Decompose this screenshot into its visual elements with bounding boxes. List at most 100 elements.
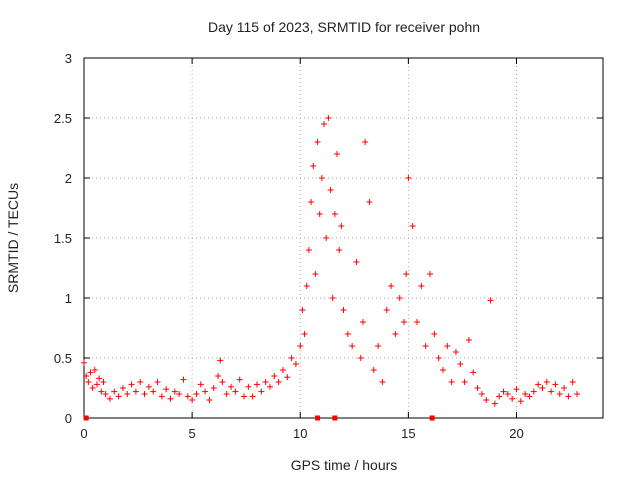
data-point — [111, 388, 118, 395]
y-tick-label: 2 — [65, 171, 72, 186]
data-point — [297, 343, 304, 349]
data-point — [106, 395, 113, 402]
data-point — [444, 343, 451, 349]
data-point — [197, 381, 204, 388]
data-point — [102, 391, 109, 397]
grid — [84, 58, 603, 418]
data-point — [308, 199, 315, 205]
data-point — [100, 379, 107, 385]
data-point — [279, 367, 286, 373]
data-point — [189, 397, 196, 403]
data-point — [349, 343, 356, 349]
data-point — [91, 367, 98, 373]
x-tick-label: 10 — [293, 426, 307, 441]
y-tick-label: 3 — [65, 51, 72, 66]
x-axis-label: GPS time / hours — [291, 457, 398, 473]
data-point — [569, 379, 576, 385]
data-point — [325, 115, 332, 121]
data-point — [396, 295, 403, 301]
data-point — [303, 283, 310, 289]
data-point — [439, 367, 446, 373]
data-point — [483, 397, 490, 403]
gap-marker — [332, 415, 338, 421]
y-tick-label: 0 — [65, 411, 72, 426]
data-point — [124, 391, 131, 397]
data-point — [487, 297, 494, 304]
data-point — [119, 385, 126, 391]
gap-marker — [429, 415, 435, 421]
data-point — [359, 319, 366, 325]
data-point — [334, 151, 341, 157]
data-point — [418, 283, 425, 289]
data-point — [435, 355, 442, 361]
data-point — [219, 379, 226, 385]
data-point — [158, 393, 165, 400]
data-point — [565, 393, 572, 400]
y-tick-label: 2.5 — [54, 111, 72, 126]
data-point — [530, 388, 537, 395]
data-point — [316, 211, 323, 217]
data-point — [137, 379, 144, 385]
data-point — [379, 379, 386, 385]
data-point — [275, 379, 282, 385]
data-point — [145, 383, 152, 390]
data-point — [254, 381, 260, 388]
data-point — [150, 388, 157, 395]
data-point — [85, 379, 92, 385]
data-point — [258, 388, 265, 395]
data-point — [375, 343, 382, 349]
data-point — [405, 175, 412, 181]
data-point — [223, 391, 230, 397]
data-point — [301, 331, 308, 337]
data-point — [340, 307, 347, 313]
data-point — [513, 386, 520, 393]
data-point — [431, 331, 438, 337]
chart-title: Day 115 of 2023, SRMTID for receiver poh… — [208, 19, 480, 35]
data-point — [539, 385, 546, 391]
data-point — [305, 247, 312, 253]
data-point — [271, 373, 278, 379]
data-point — [561, 385, 568, 391]
data-point — [461, 379, 468, 385]
data-point — [344, 331, 351, 337]
plot-border — [83, 57, 604, 419]
data-point — [474, 385, 481, 391]
axis-ticks: 0 5 10 15 20 0 0.5 1 1.5 2 2.5 3 — [54, 51, 603, 441]
data-point — [383, 307, 390, 313]
data-point — [249, 393, 256, 400]
data-point — [215, 373, 222, 379]
data-point — [93, 381, 100, 388]
data-point — [98, 388, 105, 395]
data-point — [241, 393, 248, 400]
data-point — [217, 357, 224, 364]
gap-marker — [315, 415, 321, 421]
data-point — [210, 385, 217, 391]
data-point — [83, 373, 90, 379]
data-point — [403, 271, 410, 277]
data-point — [491, 400, 498, 407]
data-point — [184, 393, 191, 400]
data-point — [478, 391, 485, 397]
data-point — [427, 271, 433, 277]
data-points — [81, 115, 581, 421]
data-point — [388, 283, 395, 289]
data-point — [318, 175, 325, 181]
data-point — [465, 337, 472, 343]
data-point — [392, 331, 399, 337]
data-point — [193, 391, 200, 397]
data-point — [504, 391, 511, 397]
x-tick-label: 20 — [509, 426, 523, 441]
data-point — [327, 187, 334, 193]
data-point — [180, 376, 187, 383]
data-point — [452, 349, 459, 355]
data-point — [414, 319, 421, 325]
x-tick-label: 5 — [189, 426, 196, 441]
data-point — [500, 388, 507, 395]
data-point — [336, 247, 343, 253]
data-point — [543, 379, 550, 385]
data-point — [96, 375, 103, 382]
data-point — [552, 381, 559, 388]
data-point — [522, 391, 529, 397]
data-point — [266, 383, 273, 390]
